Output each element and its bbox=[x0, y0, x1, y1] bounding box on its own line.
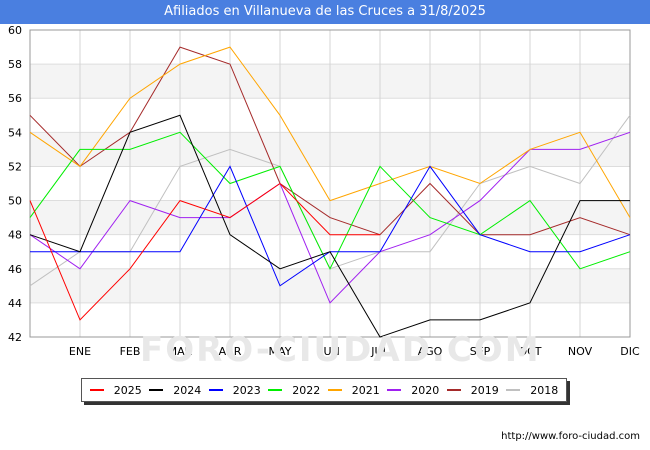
legend-swatch bbox=[268, 389, 283, 391]
x-tick-label: JUL bbox=[370, 345, 389, 358]
legend-swatch bbox=[89, 389, 104, 391]
x-tick-label: DIC bbox=[620, 345, 640, 358]
legend-label: 2019 bbox=[470, 383, 499, 397]
chart-title: Afiliados en Villanueva de las Cruces a … bbox=[0, 0, 650, 24]
legend-item-2025: 2025 bbox=[89, 383, 142, 397]
x-tick-label: ENE bbox=[69, 345, 91, 358]
y-tick-label: 60 bbox=[8, 24, 22, 37]
legend-swatch bbox=[446, 389, 461, 391]
legend-label: 2024 bbox=[173, 383, 202, 397]
legend-label: 2020 bbox=[411, 383, 440, 397]
y-tick-label: 46 bbox=[8, 263, 22, 276]
x-tick-label: SEP bbox=[470, 345, 491, 358]
x-tick-label: OCT bbox=[518, 345, 541, 358]
plot-border bbox=[29, 29, 631, 338]
y-tick-label: 42 bbox=[8, 331, 22, 344]
x-tick-label: ABR bbox=[219, 345, 242, 358]
watermark: FORO-CIUDAD.COM bbox=[140, 330, 541, 370]
legend-label: 2018 bbox=[530, 383, 559, 397]
legend-swatch bbox=[387, 389, 402, 391]
legend-label: 2023 bbox=[232, 383, 261, 397]
legend: 2025 2024 2023 2022 2021 2020 2019 2018 bbox=[81, 378, 567, 402]
x-tick-label: AGO bbox=[418, 345, 443, 358]
legend-item-2020: 2020 bbox=[387, 384, 439, 397]
legend-swatch bbox=[149, 389, 164, 391]
legend-label: 2022 bbox=[292, 383, 321, 397]
x-tick-label: FEB bbox=[120, 345, 141, 358]
legend-item-2021: 2021 bbox=[327, 383, 380, 397]
legend-item-2018: 2018 bbox=[506, 384, 558, 397]
y-tick-label: 50 bbox=[8, 195, 22, 208]
y-tick-label: 58 bbox=[8, 58, 22, 71]
legend-label: 2025 bbox=[113, 383, 142, 397]
legend-swatch bbox=[327, 389, 342, 391]
x-tick-label: MAR bbox=[168, 345, 193, 358]
series-line-2025 bbox=[29, 182, 380, 321]
legend-swatch bbox=[506, 389, 521, 391]
y-tick-label: 56 bbox=[8, 92, 22, 105]
legend-item-2019: 2019 bbox=[446, 383, 499, 397]
x-tick-label: JUN bbox=[319, 345, 340, 358]
legend-item-2024: 2024 bbox=[149, 384, 201, 397]
series-line-2022 bbox=[29, 131, 631, 270]
legend-item-2022: 2022 bbox=[268, 384, 320, 397]
x-tick-label: MAY bbox=[269, 345, 292, 358]
legend-label: 2021 bbox=[351, 383, 380, 397]
series-line-2024 bbox=[29, 114, 630, 338]
x-tick-label: NOV bbox=[568, 345, 593, 358]
y-tick-label: 52 bbox=[8, 160, 22, 173]
y-tick-label: 48 bbox=[8, 229, 22, 242]
series-line-2021 bbox=[29, 46, 631, 218]
legend-item-2023: 2023 bbox=[208, 383, 261, 397]
legend-swatch bbox=[208, 389, 223, 391]
source-link[interactable]: http://www.foro-ciudad.com bbox=[501, 431, 640, 442]
y-tick-label: 54 bbox=[8, 126, 22, 139]
y-tick-label: 44 bbox=[8, 297, 22, 310]
